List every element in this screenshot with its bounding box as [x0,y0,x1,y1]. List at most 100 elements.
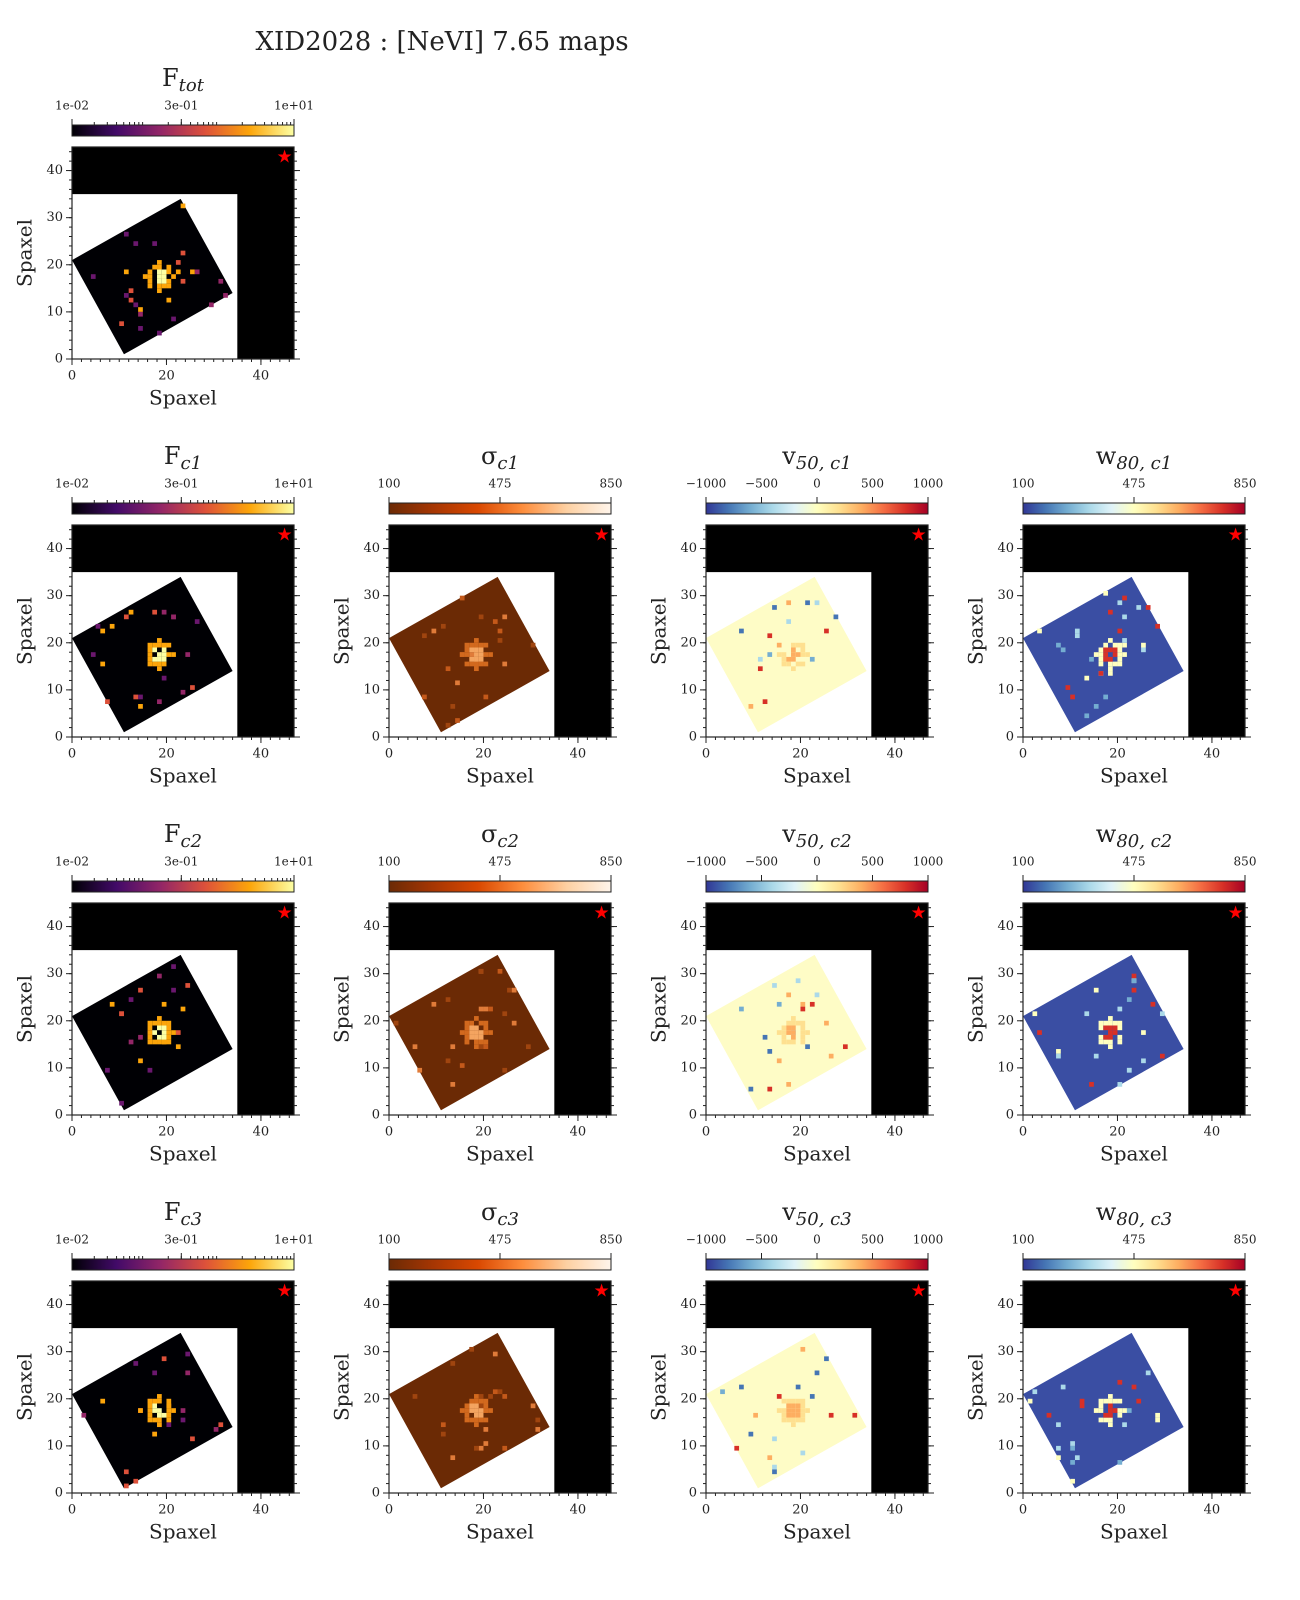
map-pixel [166,297,172,303]
map-pixel [795,1412,801,1418]
map-pixel [767,1049,773,1054]
y-tick-label: 0 [55,1108,63,1123]
map-pixel [800,652,806,657]
colorbar [705,880,929,893]
map-pixel [1141,1058,1146,1064]
map-pixel [767,1086,773,1092]
panel-title-symbol: F [164,442,181,470]
y-tick-label: 10 [46,1060,63,1075]
map-pixel [474,1398,479,1404]
y-tick-label: 40 [46,1297,63,1312]
axes-frame [1022,524,1246,738]
map-pixel [478,656,484,662]
map-pixel [1103,1025,1109,1031]
map-pixel [474,1422,479,1428]
map-pixel [1093,652,1099,657]
colorbar-tick-label: 1000 [913,1233,944,1247]
map-pixel [223,293,228,298]
map-pixel [1103,1039,1109,1045]
map-pixel [157,661,162,667]
map-pixel [767,633,773,639]
map-pixel [157,260,162,265]
map-pixel [90,274,96,279]
map-pixel [478,1044,484,1050]
map-pixel [1037,1030,1042,1035]
map-pixel [152,264,158,270]
map-pixel [478,1034,484,1040]
map-pixel [1141,647,1146,653]
x-tick-label: 20 [475,747,492,762]
map-pixel [824,628,829,634]
map-pixel [800,1398,806,1404]
map-pixel [474,1412,479,1418]
panel-title: Fc2 [164,820,202,853]
map-pixel [1056,642,1061,648]
masked-region [237,525,294,737]
map-pixel [1098,1020,1104,1026]
map-pixel [767,1455,773,1461]
map-pixel [483,1427,489,1432]
map-pixel [1155,1417,1160,1423]
map-pixel [762,1034,768,1040]
colorbar-tick-label: 475 [1123,477,1146,491]
map-pixel [464,642,470,648]
map-pixel [478,1408,484,1413]
map-pixel [781,1408,787,1413]
x-tick-label: 20 [792,1503,809,1518]
map-pixel [478,1445,484,1451]
map-pixel [171,987,176,993]
map-pixel [190,1436,195,1442]
y-tick-label: 30 [363,588,380,603]
map-pixel [157,638,162,643]
map-pixel [133,1361,139,1366]
y-tick-label: 30 [46,588,63,603]
map-pixel [781,1025,787,1031]
y-tick-label: 10 [363,682,380,697]
reference-star: ★ [593,524,609,545]
map-pixel [786,1398,792,1404]
map-pixel [464,1403,470,1409]
axes-frame [388,1280,612,1494]
map-pixel [800,1006,806,1012]
colorbar [388,502,612,515]
map-pixel [1108,1412,1113,1418]
map-pixel [809,656,815,662]
map-pixel [805,1030,810,1035]
map-pixel [152,1020,158,1026]
panel-title: Fc3 [164,1198,202,1231]
map-pixel [152,1431,158,1437]
x-axis-label: Spaxel [466,764,534,788]
map-pixel [1027,1398,1033,1404]
map-pixel [1093,987,1099,993]
panel-title-symbol: w [1096,1198,1117,1226]
y-tick-label: 40 [997,1297,1014,1312]
map-pixel [1141,1030,1146,1035]
map-pixel [786,1403,792,1409]
map-pixel [1131,987,1137,993]
y-tick-label: 10 [680,1438,697,1453]
axes-frame [71,1280,295,1494]
map-pixel [1103,652,1109,657]
map-pixel [157,1039,162,1045]
y-tick-label: 20 [46,1391,63,1406]
map-pixel [138,1034,143,1040]
map-pixel [795,1417,801,1423]
y-tick-label: 20 [680,1391,697,1406]
map-pixel [128,609,134,615]
map-pixel [1103,694,1109,700]
map-pixel [483,1006,489,1012]
x-tick-label: 0 [385,1125,393,1140]
map-pixel [185,1370,191,1376]
map-pixel [828,1412,834,1418]
map-pixel [1108,1016,1113,1021]
map-pixel [138,1058,143,1064]
map-pixel [757,666,763,672]
map-pixel [739,1384,744,1390]
map-pixel [757,656,763,662]
map-pixel [161,1001,167,1007]
map-pixel [166,269,172,275]
map-pixel [1122,638,1127,643]
map-pixel [180,250,186,256]
map-pixel [478,652,484,657]
map-pixel [464,1408,470,1413]
